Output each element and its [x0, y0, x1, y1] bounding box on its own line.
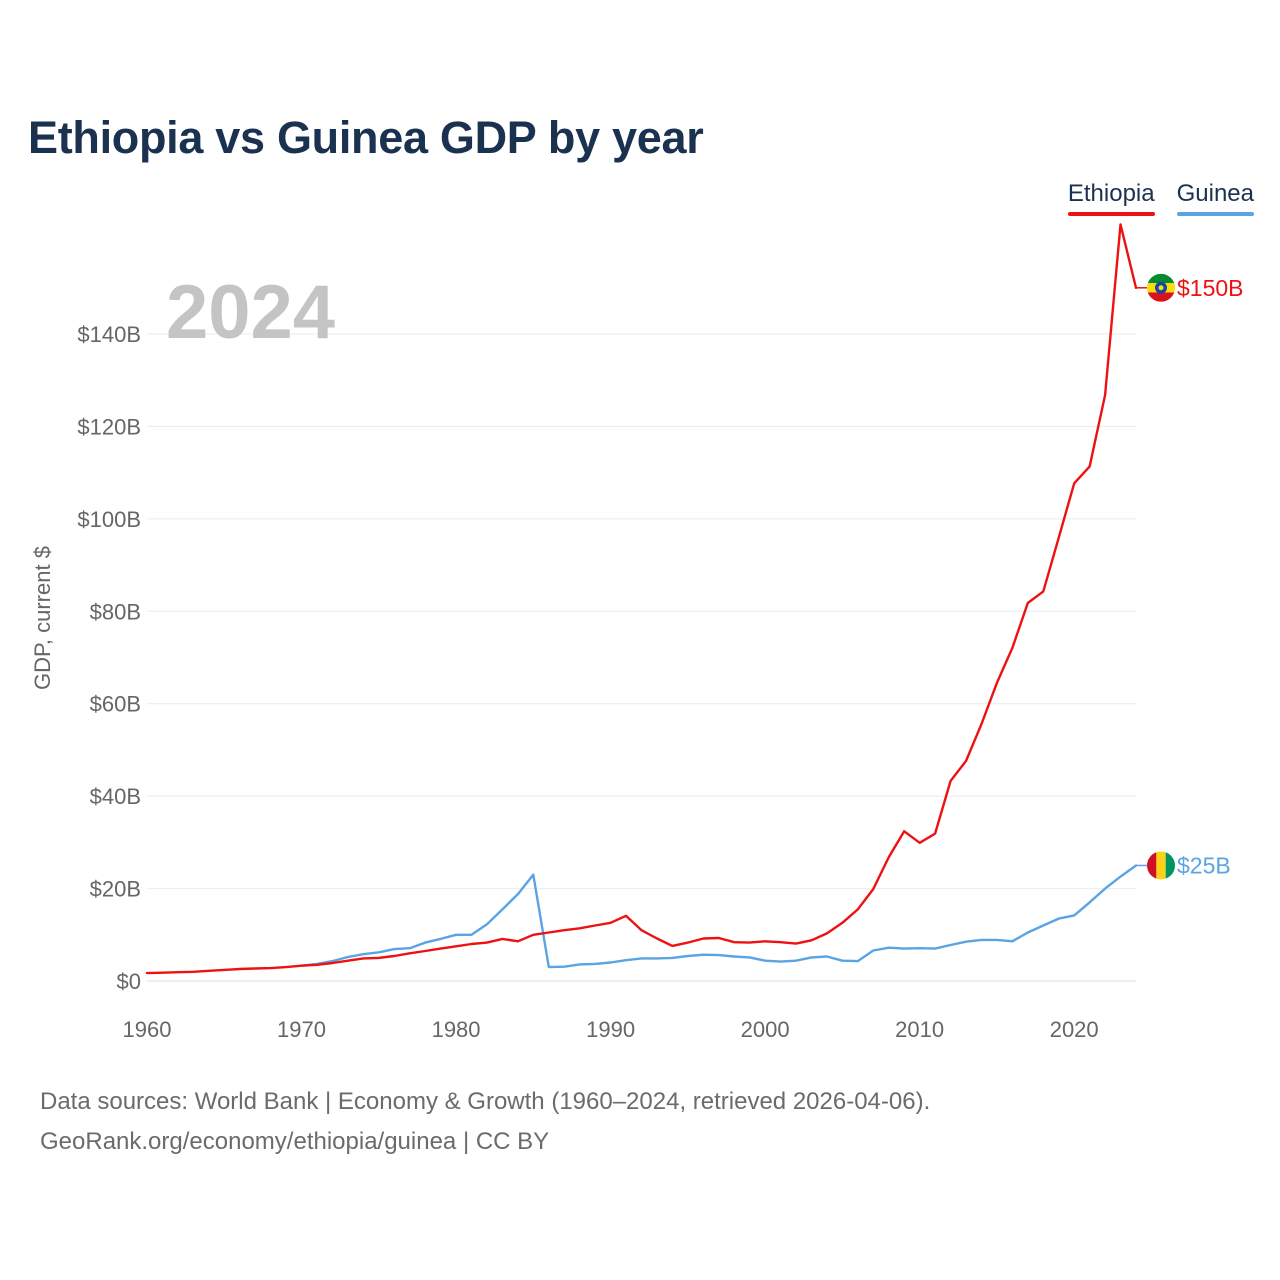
series-line-ethiopia: [145, 223, 1138, 975]
ethiopia-flag-icon: [1147, 273, 1175, 302]
y-tick-label: $40B: [90, 784, 141, 809]
chart-title: Ethiopia vs Guinea GDP by year: [28, 112, 704, 163]
footer: Data sources: World Bank | Economy & Gro…: [40, 1082, 930, 1162]
end-value-label-ethiopia: $150B: [1177, 275, 1244, 301]
y-tick-label: $60B: [90, 692, 141, 717]
y-tick-label: $120B: [77, 414, 141, 439]
y-tick-label: $80B: [90, 599, 141, 624]
x-tick-label: 1970: [277, 1017, 326, 1042]
x-tick-label: 1980: [432, 1017, 481, 1042]
legend-label-ethiopia: Ethiopia: [1067, 180, 1155, 207]
legend-swatch-ethiopia: [1067, 212, 1155, 216]
legend-swatch-guinea: [1176, 212, 1254, 216]
legend: Ethiopia Guinea: [1067, 180, 1254, 216]
end-value-label-guinea: $25B: [1177, 852, 1231, 878]
y-tick-label: $20B: [90, 877, 141, 902]
x-tick-label: 1990: [586, 1017, 635, 1042]
guinea-flag-icon: [1147, 851, 1175, 880]
y-tick-label: $0: [117, 969, 141, 994]
legend-label-guinea: Guinea: [1176, 180, 1254, 207]
y-tick-label: $100B: [77, 507, 141, 532]
y-tick-label: $140B: [77, 322, 141, 347]
data-source-note: Data sources: World Bank | Economy & Gro…: [40, 1088, 931, 1115]
year-watermark: 2024: [166, 270, 335, 355]
x-tick-label: 2000: [741, 1017, 790, 1042]
attribution-link[interactable]: GeoRank.org/economy/ethiopia/guinea | CC…: [40, 1128, 550, 1155]
y-axis-label: GDP, current $: [30, 546, 55, 690]
x-tick-label: 1960: [123, 1017, 172, 1042]
x-tick-label: 2020: [1050, 1017, 1099, 1042]
x-tick-label: 2010: [895, 1017, 944, 1042]
legend-item-ethiopia[interactable]: Ethiopia: [1067, 180, 1155, 216]
legend-item-guinea[interactable]: Guinea: [1176, 180, 1254, 216]
series-line-guinea: [300, 864, 1138, 969]
